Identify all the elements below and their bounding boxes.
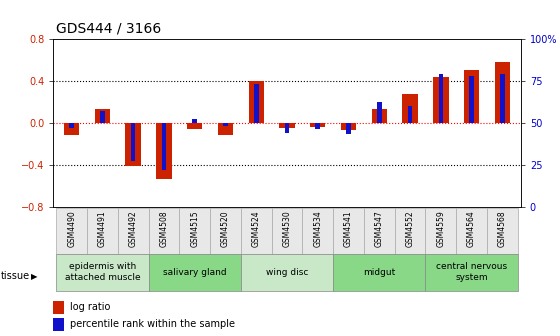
Text: GSM4541: GSM4541 [344, 211, 353, 247]
Bar [241, 254, 333, 291]
Text: GSM4530: GSM4530 [282, 211, 292, 247]
Bar [310, 123, 325, 127]
Bar [95, 109, 110, 123]
Text: GSM4491: GSM4491 [98, 211, 107, 247]
Bar [193, 119, 197, 123]
Text: midgut: midgut [363, 268, 395, 277]
Bar [372, 109, 387, 123]
Bar [254, 84, 259, 123]
Bar [377, 102, 381, 123]
Text: log ratio: log ratio [69, 302, 110, 312]
Bar [223, 123, 228, 126]
Bar [494, 62, 510, 123]
Bar [148, 208, 179, 254]
Bar [272, 208, 302, 254]
Bar [87, 208, 118, 254]
Bar [56, 254, 148, 291]
Bar [426, 254, 518, 291]
Bar [395, 208, 426, 254]
Bar [241, 208, 272, 254]
Bar [64, 123, 80, 135]
Bar [333, 208, 364, 254]
Bar [69, 123, 74, 128]
Bar [333, 254, 426, 291]
Bar [456, 208, 487, 254]
Text: GDS444 / 3166: GDS444 / 3166 [56, 22, 161, 36]
Text: GSM4559: GSM4559 [436, 211, 445, 247]
Text: ▶: ▶ [31, 272, 38, 281]
Bar [302, 208, 333, 254]
Bar [179, 208, 210, 254]
Bar [100, 111, 105, 123]
Text: GSM4552: GSM4552 [405, 211, 414, 247]
Text: GSM4534: GSM4534 [313, 211, 322, 247]
Bar [218, 123, 233, 135]
Bar [364, 208, 395, 254]
Text: GSM4568: GSM4568 [498, 211, 507, 247]
Bar [279, 123, 295, 128]
Bar [210, 208, 241, 254]
Bar [433, 78, 449, 123]
Bar [187, 123, 202, 129]
Bar [315, 123, 320, 129]
Bar [131, 123, 136, 161]
Bar [346, 123, 351, 134]
Bar [118, 208, 148, 254]
Text: tissue: tissue [1, 271, 30, 281]
Bar [464, 70, 479, 123]
Text: salivary gland: salivary gland [163, 268, 227, 277]
Bar [53, 301, 63, 314]
Bar [56, 208, 87, 254]
Text: GSM4490: GSM4490 [67, 211, 76, 247]
Bar [162, 123, 166, 170]
Bar [469, 76, 474, 123]
Bar [438, 74, 443, 123]
Bar [408, 106, 412, 123]
Bar [284, 123, 290, 133]
Text: GSM4520: GSM4520 [221, 211, 230, 247]
Text: GSM4524: GSM4524 [252, 211, 261, 247]
Text: GSM4492: GSM4492 [129, 211, 138, 247]
Text: wing disc: wing disc [266, 268, 308, 277]
Bar [156, 123, 171, 179]
Bar [500, 74, 505, 123]
Text: percentile rank within the sample: percentile rank within the sample [69, 319, 235, 329]
Text: GSM4515: GSM4515 [190, 211, 199, 247]
Text: GSM4508: GSM4508 [160, 211, 169, 247]
Bar [148, 254, 241, 291]
Bar [125, 123, 141, 166]
Text: central nervous
system: central nervous system [436, 262, 507, 282]
Bar [487, 208, 518, 254]
Text: GSM4547: GSM4547 [375, 211, 384, 247]
Bar [426, 208, 456, 254]
Bar [341, 123, 356, 130]
Bar [249, 81, 264, 123]
Bar [53, 318, 63, 331]
Bar [403, 94, 418, 123]
Text: GSM4564: GSM4564 [467, 211, 476, 247]
Text: epidermis with
attached muscle: epidermis with attached muscle [64, 262, 140, 282]
